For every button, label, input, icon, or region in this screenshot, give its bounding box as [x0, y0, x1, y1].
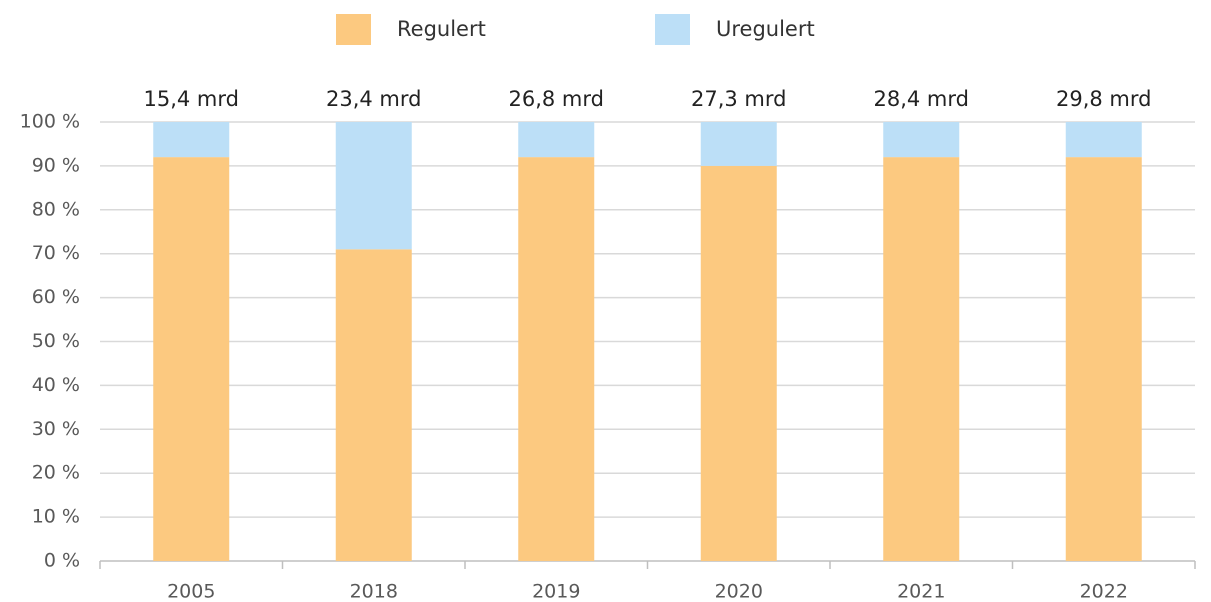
- x-tick-label: 2019: [532, 581, 580, 602]
- y-tick-label: 90 %: [32, 154, 80, 176]
- y-tick-label: 0 %: [44, 550, 80, 572]
- legend-label: Regulert: [397, 17, 486, 41]
- total-annotation: 27,3 mrd: [691, 87, 786, 111]
- y-tick-label: 10 %: [32, 506, 80, 528]
- total-annotation: 28,4 mrd: [874, 87, 969, 111]
- total-annotation: 23,4 mrd: [326, 87, 421, 111]
- y-tick-label: 100 %: [20, 111, 80, 133]
- legend-label: Uregulert: [716, 17, 815, 41]
- legend-swatch: [336, 14, 371, 45]
- y-tick-label: 60 %: [32, 286, 80, 308]
- y-tick-label: 80 %: [32, 198, 80, 220]
- legend-swatch: [655, 14, 690, 45]
- bar-segment: [335, 122, 412, 250]
- y-tick-label: 50 %: [32, 330, 80, 352]
- x-tick-label: 2021: [897, 581, 945, 602]
- y-tick-label: 40 %: [32, 374, 80, 396]
- bar-segment: [1065, 122, 1142, 158]
- bar-segment: [335, 249, 412, 561]
- bar-segment: [700, 165, 777, 561]
- y-tick-label: 30 %: [32, 418, 80, 440]
- bar-segment: [518, 122, 595, 158]
- bar-segment: [700, 122, 777, 166]
- bar-segment: [883, 157, 960, 561]
- x-tick-label: 2018: [350, 581, 398, 602]
- bar-segment: [518, 157, 595, 561]
- bar-segment: [883, 122, 960, 158]
- total-annotation: 29,8 mrd: [1056, 87, 1151, 111]
- total-annotation: 15,4 mrd: [144, 87, 239, 111]
- total-annotation: 26,8 mrd: [509, 87, 604, 111]
- y-tick-label: 20 %: [32, 462, 80, 484]
- bar-segment: [153, 157, 230, 561]
- y-tick-label: 70 %: [32, 242, 80, 264]
- x-tick-label: 2005: [167, 581, 215, 602]
- x-tick-label: 2020: [715, 581, 763, 602]
- bar-segment: [1065, 157, 1142, 561]
- x-tick-label: 2022: [1080, 581, 1128, 602]
- bar-segment: [153, 122, 230, 158]
